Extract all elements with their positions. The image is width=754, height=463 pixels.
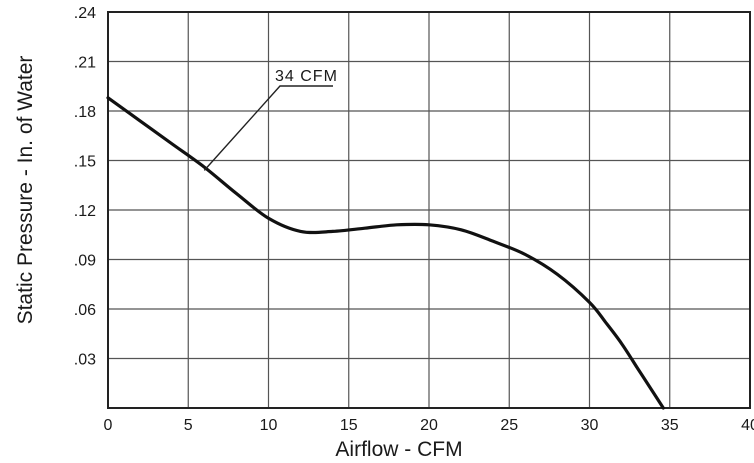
annotation: 34 CFM — [203, 68, 338, 171]
y-tick-label: .15 — [74, 154, 96, 171]
y-tick-labels: .03 .06 .09 .12 .15 .18 .21 .24 — [74, 5, 96, 369]
x-tick-label: 40 — [741, 417, 754, 434]
y-tick-label: .18 — [74, 104, 96, 121]
x-tick-label: 15 — [340, 417, 358, 434]
x-tick-label: 30 — [581, 417, 599, 434]
x-tick-label: 10 — [260, 417, 278, 434]
y-axis-title: Static Pressure - In. of Water — [14, 56, 37, 325]
x-tick-label: 5 — [184, 417, 193, 434]
x-tick-label: 25 — [500, 417, 518, 434]
grid — [108, 12, 750, 408]
y-tick-label: .03 — [74, 352, 96, 369]
x-tick-label: 0 — [104, 417, 113, 434]
plot-frame — [107, 11, 751, 409]
y-tick-label: .09 — [74, 253, 96, 270]
pressure-curve — [106, 96, 665, 410]
y-tick-label: .12 — [74, 203, 96, 220]
annotation-label: 34 CFM — [275, 68, 338, 85]
x-axis-title: Airflow - CFM — [335, 438, 462, 461]
y-tick-label: .24 — [74, 5, 96, 22]
x-tick-label: 35 — [661, 417, 679, 434]
x-tick-labels: 0 5 10 15 20 25 30 35 40 — [104, 417, 754, 434]
y-tick-label: .06 — [74, 302, 96, 319]
y-tick-label: .21 — [74, 55, 96, 72]
x-tick-label: 20 — [420, 417, 438, 434]
annotation-leader-line — [203, 85, 333, 171]
